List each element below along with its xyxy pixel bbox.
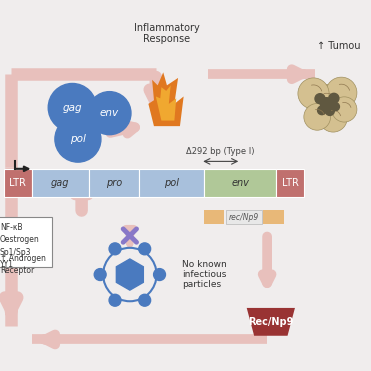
Text: Inflammatory
Response: Inflammatory Response [134,23,200,44]
Bar [139,169,204,197]
Polygon shape [148,72,184,126]
Circle shape [154,269,165,280]
Text: ↑ Tumou: ↑ Tumou [317,42,361,51]
Circle shape [307,85,346,123]
Circle shape [109,243,121,255]
Text: pol: pol [164,178,179,188]
Polygon shape [247,308,295,336]
Circle shape [139,243,151,255]
Text: Rec/Np9: Rec/Np9 [248,317,293,326]
Circle shape [55,116,101,162]
Bar [204,169,276,197]
Polygon shape [156,85,176,121]
Circle shape [109,294,121,306]
Circle shape [320,98,333,110]
Circle shape [88,92,131,135]
Bar [263,210,284,224]
Circle shape [139,294,151,306]
Circle shape [315,94,325,104]
Text: Δ292 bp (Type I): Δ292 bp (Type I) [187,147,255,156]
Text: pol: pol [70,134,86,144]
Text: LTR: LTR [282,178,299,188]
Circle shape [304,104,331,130]
Circle shape [319,104,347,132]
Text: LTR: LTR [9,178,26,188]
Bar [204,210,224,224]
Circle shape [325,106,334,115]
Circle shape [318,106,326,115]
Text: rec/Np9: rec/Np9 [229,213,259,222]
Bar [226,210,262,224]
Text: gag: gag [51,178,69,188]
Text: env: env [231,178,249,188]
Bar [4,169,32,197]
Circle shape [298,78,329,109]
Circle shape [48,83,96,132]
Text: pro: pro [106,178,122,188]
Text: gag: gag [63,103,82,112]
Bar [89,169,139,197]
Text: NF-κB
Oestrogen
Sp1/Sp3
YY1: NF-κB Oestrogen Sp1/Sp3 YY1 [0,223,40,269]
Circle shape [94,269,106,280]
Text: ↑ Androgen
Receptor: ↑ Androgen Receptor [0,254,46,275]
Circle shape [332,97,357,122]
Text: env: env [100,108,119,118]
Circle shape [329,93,339,103]
Bar [32,169,89,197]
Circle shape [326,77,357,108]
Bar [276,169,304,197]
Circle shape [331,103,339,111]
Text: No known
infectious
particles: No known infectious particles [182,260,227,289]
FancyBboxPatch shape [0,217,52,267]
